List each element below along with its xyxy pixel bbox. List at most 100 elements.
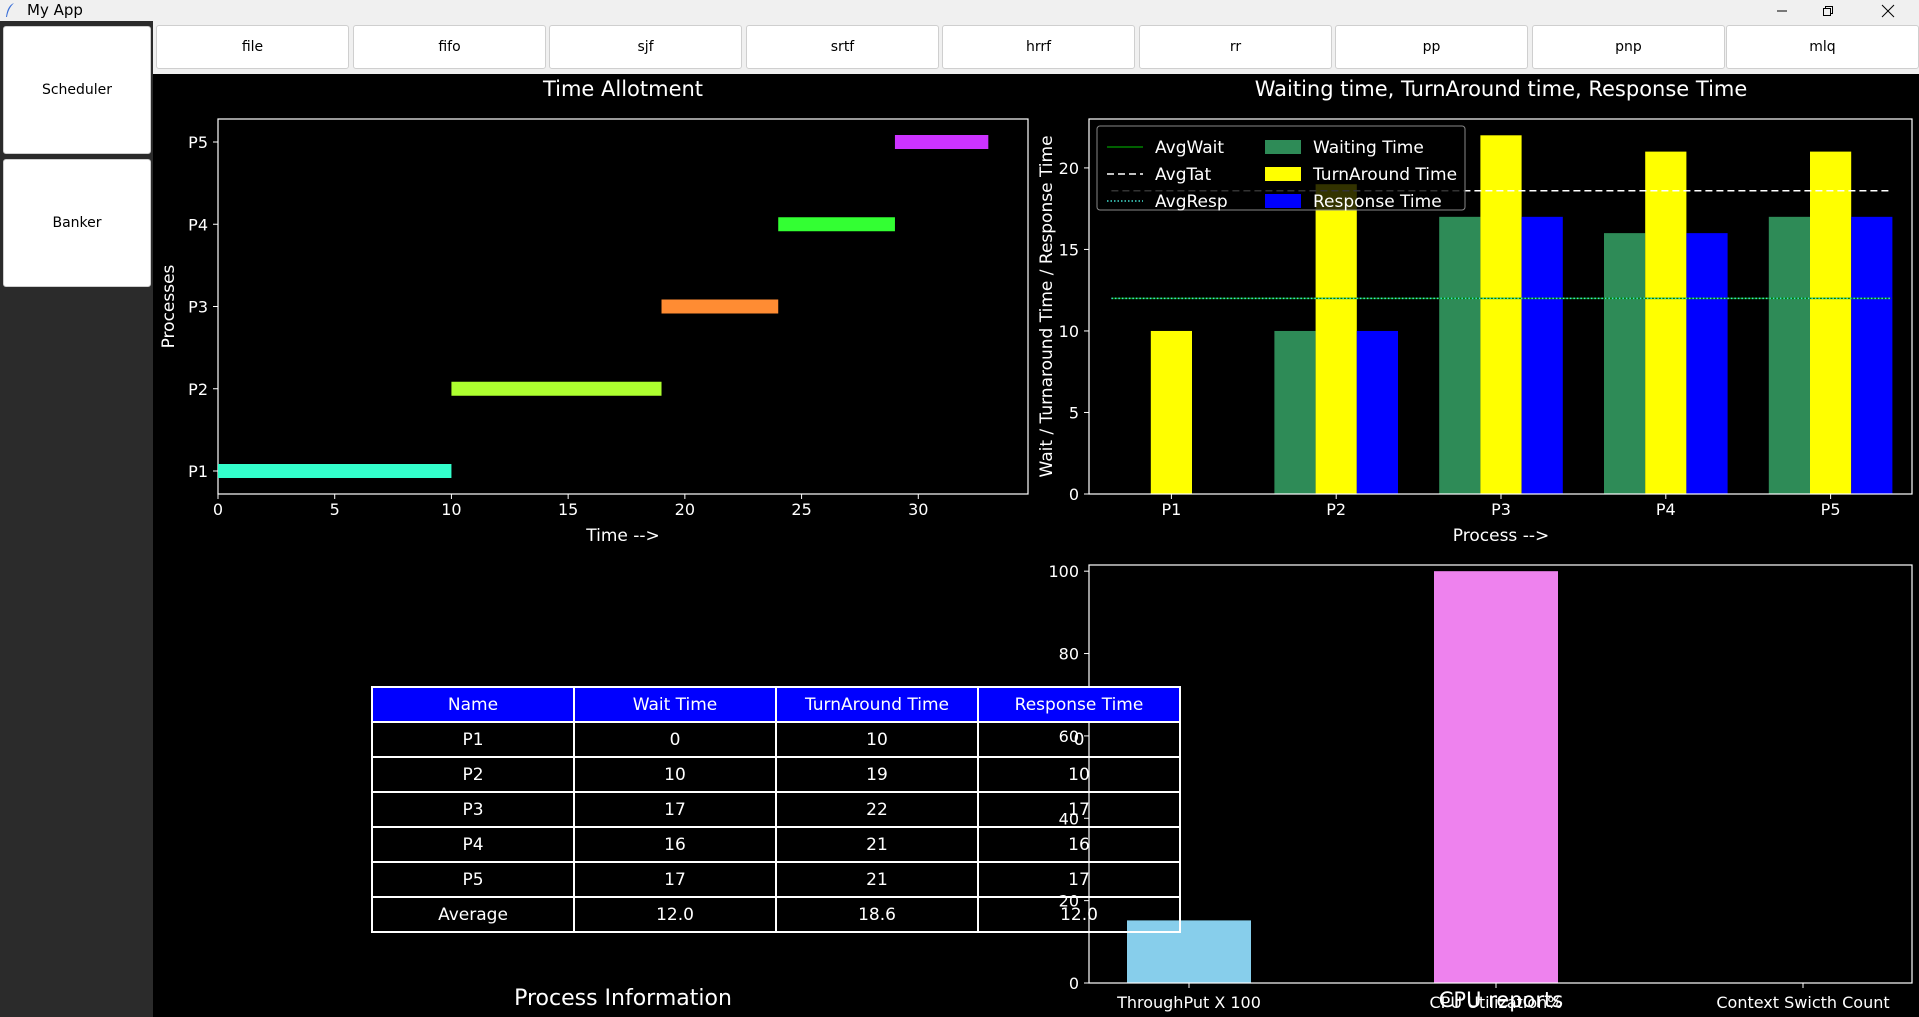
process-info-title: Process Information xyxy=(514,986,732,1011)
bar-waiting-time xyxy=(1274,330,1316,494)
table-cell: 0 xyxy=(573,721,777,758)
sidebar-item-banker[interactable]: Banker xyxy=(3,159,151,287)
legend-label: Response Time xyxy=(1313,192,1442,212)
column-header: Response Time xyxy=(977,686,1181,723)
gantt-bar-p5 xyxy=(894,135,989,149)
toolbar-label: pnp xyxy=(1615,39,1642,55)
srtf-button[interactable]: srtf xyxy=(746,25,939,69)
wait-turnaround-response-chart: Waiting time, TurnAround time, Response … xyxy=(1037,77,1913,546)
table-row: P4 16 21 16 xyxy=(371,826,1181,863)
hrrf-button[interactable]: hrrf xyxy=(942,25,1135,69)
close-button[interactable] xyxy=(1860,0,1916,21)
legend-label: TurnAround Time xyxy=(1312,165,1457,185)
sidebar-item-label: Banker xyxy=(52,215,102,231)
minimize-icon xyxy=(1777,10,1787,11)
y-axis-label: Processes xyxy=(159,264,179,348)
y-axis-label: Wait / Turnaround Time / Response Time xyxy=(1037,135,1057,477)
file-button[interactable]: file xyxy=(156,25,349,69)
x-tick-label: CPU Utilization% xyxy=(1430,993,1563,1012)
toolbar-label: srtf xyxy=(830,39,855,55)
x-tick-label: 15 xyxy=(558,500,578,519)
table-cell: 10 xyxy=(775,721,979,758)
table-cell: 21 xyxy=(775,826,979,863)
sidebar-item-scheduler[interactable]: Scheduler xyxy=(3,26,151,154)
x-tick-label: 0 xyxy=(213,500,223,519)
x-tick-label: 25 xyxy=(791,500,811,519)
sjf-button[interactable]: sjf xyxy=(549,25,742,69)
x-tick-label: 30 xyxy=(908,500,928,519)
legend-swatch xyxy=(1265,194,1301,208)
gantt-bar-p2 xyxy=(451,381,662,396)
process-info-title-area: Process Information xyxy=(514,986,732,1011)
y-tick-label: P4 xyxy=(188,215,208,234)
table-cell: 18.6 xyxy=(775,896,979,933)
restore-button[interactable] xyxy=(1800,0,1856,21)
x-tick-label: 10 xyxy=(441,500,461,519)
y-tick-label: 5 xyxy=(1069,403,1079,422)
table-cell: 16 xyxy=(977,826,1181,863)
bar-turnaround-time xyxy=(1810,151,1852,494)
table-row: P3 17 22 17 xyxy=(371,791,1181,828)
chart-title: Time Allotment xyxy=(542,77,703,101)
column-header: Wait Time xyxy=(573,686,777,723)
pp-button[interactable]: pp xyxy=(1335,25,1528,69)
y-tick-label: 0 xyxy=(1069,974,1079,993)
bar-turnaround-time xyxy=(1480,135,1522,494)
sidebar: Scheduler Banker xyxy=(0,21,153,1017)
axes-frame xyxy=(217,118,1029,495)
plot-area: Time Allotment 0 5 10 15 20 25 30 P1 P2 P3 P4 P5 Time… xyxy=(153,74,1919,1017)
legend-label: AvgWait xyxy=(1155,138,1224,158)
toolbar-label: rr xyxy=(1229,39,1242,55)
pnp-button[interactable]: pnp xyxy=(1532,25,1725,69)
table-row: Average 12.0 18.6 12.0 xyxy=(371,896,1181,933)
mlq-button[interactable]: mlq xyxy=(1726,25,1919,69)
table-row: P1 0 10 0 xyxy=(371,721,1181,758)
table-cell: 10 xyxy=(573,756,777,793)
table-cell: P2 xyxy=(371,756,575,793)
close-icon xyxy=(1881,4,1895,17)
table-cell: P1 xyxy=(371,721,575,758)
rr-button[interactable]: rr xyxy=(1139,25,1332,69)
bar-turnaround-time xyxy=(1150,330,1192,494)
table-cell: 17 xyxy=(977,791,1181,828)
legend-swatch xyxy=(1265,140,1301,154)
y-tick-label: 0 xyxy=(1069,485,1079,504)
y-tick-label: P5 xyxy=(188,133,208,152)
table-header-row: Name Wait Time TurnAround Time Response Tim… xyxy=(371,686,1181,723)
table-cell: P3 xyxy=(371,791,575,828)
bar-response-time xyxy=(1356,330,1398,494)
x-tick-label: 20 xyxy=(675,500,695,519)
toolbar-label: mlq xyxy=(1809,39,1836,55)
x-axis-label: Time --> xyxy=(585,526,660,546)
table-cell: 16 xyxy=(573,826,777,863)
x-tick-label: Context Swicth Count xyxy=(1716,993,1889,1012)
table-cell: 22 xyxy=(775,791,979,828)
x-tick-label: P1 xyxy=(1161,500,1181,519)
gantt-bar-p1 xyxy=(218,464,452,478)
table-cell: 10 xyxy=(977,756,1181,793)
toolbar-label: fifo xyxy=(438,39,461,55)
fifo-button[interactable]: fifo xyxy=(353,25,546,69)
minimize-button[interactable] xyxy=(1754,0,1810,21)
x-tick-label: P5 xyxy=(1821,500,1841,519)
column-header: TurnAround Time xyxy=(775,686,979,723)
y-tick-label: 15 xyxy=(1059,240,1079,259)
table-cell: 0 xyxy=(977,721,1181,758)
table-cell: P4 xyxy=(371,826,575,863)
gantt-bar-p3 xyxy=(661,299,779,314)
table-cell: 17 xyxy=(573,861,777,898)
gantt-bar-p4 xyxy=(778,217,895,232)
toolbar-label: sjf xyxy=(637,39,654,55)
legend-swatch xyxy=(1265,167,1301,181)
y-tick-label: 80 xyxy=(1059,645,1079,664)
time-allotment-chart: Time Allotment 0 5 10 15 20 25 30 P1 P2 P3 P4 P5 Time… xyxy=(159,77,1029,546)
table-cell: 12.0 xyxy=(977,896,1181,933)
x-tick-label: P2 xyxy=(1326,500,1346,519)
sidebar-item-label: Scheduler xyxy=(41,82,113,98)
table-cell: Average xyxy=(371,896,575,933)
x-axis-label: Process --> xyxy=(1453,526,1549,546)
toolbar-label: hrrf xyxy=(1025,39,1052,55)
y-tick-label: P3 xyxy=(188,298,208,317)
table-cell: 19 xyxy=(775,756,979,793)
table-cell: 17 xyxy=(977,861,1181,898)
